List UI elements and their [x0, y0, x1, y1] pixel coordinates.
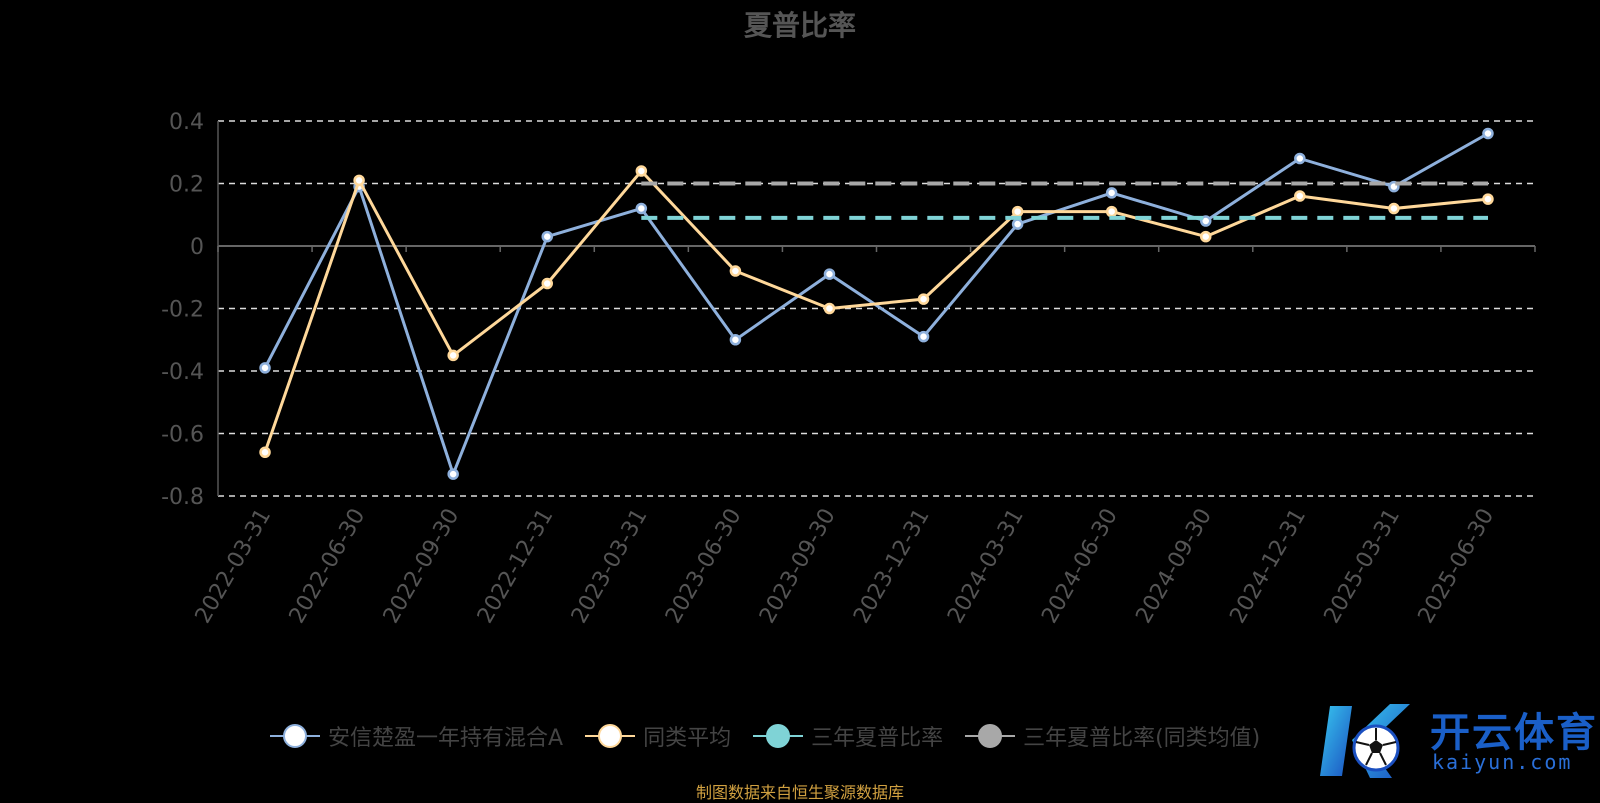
legend-item-three-year[interactable]: 三年夏普比率 — [753, 720, 943, 752]
legend-item-fund[interactable]: 安信楚盈一年持有混合A — [270, 720, 563, 752]
legend-swatch-peer-avg — [585, 723, 636, 749]
y-tick-label: -0.2 — [161, 298, 204, 323]
x-tick-label: 2024-03-31 — [943, 505, 1029, 628]
x-tick-label: 2023-12-31 — [849, 504, 935, 627]
grid-layer — [218, 120, 1535, 497]
series-layer — [259, 127, 1494, 480]
watermark-title: 开云体育 — [1430, 710, 1598, 756]
axis-layer — [217, 121, 1536, 496]
data-point — [1105, 187, 1118, 199]
data-point — [729, 265, 742, 277]
y-tick-label: 0.2 — [169, 173, 204, 198]
x-tick-label: 2023-06-30 — [661, 505, 747, 628]
data-point — [1011, 218, 1024, 230]
data-point — [259, 446, 271, 458]
x-tick-label: 2022-09-30 — [379, 505, 465, 628]
data-point — [635, 202, 648, 215]
watermark-logo: 开云体育 kaiyun.com — [1312, 698, 1596, 784]
x-tick-label: 2023-03-31 — [567, 505, 653, 628]
x-tick-label: 2025-06-30 — [1414, 505, 1500, 628]
legend-swatch-three-year-peer — [965, 723, 1016, 749]
watermark-subtitle: kaiyun.com — [1432, 750, 1573, 774]
data-point — [823, 302, 836, 315]
legend-label-fund: 安信楚盈一年持有混合A — [328, 726, 564, 751]
data-point — [823, 268, 836, 280]
data-point — [1294, 190, 1306, 202]
x-tick-label: 2022-12-31 — [473, 505, 559, 628]
data-point — [1388, 202, 1400, 215]
data-point — [1200, 215, 1212, 227]
data-point — [447, 349, 459, 362]
data-point — [1011, 205, 1024, 218]
data-point — [917, 293, 930, 305]
legend-swatch-fund — [270, 723, 320, 749]
source-note: 制图数据来自恒生聚源数据库 — [695, 783, 904, 802]
series-line-1 — [263, 169, 1489, 453]
x-tick-label: 2024-09-30 — [1131, 505, 1217, 628]
legend: 安信楚盈一年持有混合A 同类平均 三年夏普比率 三年夏普比率(同类均值) — [270, 718, 1282, 754]
y-tick-label: 0 — [190, 235, 204, 260]
x-tick-label: 2023-09-30 — [755, 505, 841, 628]
series-line-0 — [263, 132, 1489, 476]
y-tick-label: -0.4 — [161, 360, 204, 385]
data-point — [729, 334, 742, 346]
legend-swatch-three-year — [753, 723, 804, 749]
data-point — [259, 362, 271, 374]
data-point — [353, 174, 365, 187]
x-tick-label: 2024-12-31 — [1225, 505, 1311, 628]
data-point — [1105, 205, 1118, 218]
data-point — [1294, 152, 1306, 165]
data-point — [447, 468, 459, 480]
data-point — [917, 330, 930, 343]
x-tick-label: 2025-03-31 — [1320, 505, 1406, 628]
legend-item-peer-avg[interactable]: 同类平均 — [585, 720, 731, 752]
data-point — [541, 277, 553, 290]
y-tick-label: -0.6 — [161, 423, 204, 448]
x-tick-label: 2022-06-30 — [285, 505, 371, 628]
x-tick-label: 2022-03-31 — [191, 505, 277, 628]
soccer-ball-logo-icon — [1320, 704, 1410, 778]
data-point — [1482, 193, 1494, 205]
x-tick-label: 2024-06-30 — [1037, 505, 1123, 628]
data-point — [1200, 230, 1212, 243]
data-point — [635, 165, 648, 177]
data-point — [1482, 127, 1494, 140]
legend-label-peer-avg: 同类平均 — [643, 726, 732, 751]
legend-label-three-year: 三年夏普比率 — [811, 726, 944, 751]
chart-title: 夏普比率 — [743, 9, 856, 42]
y-tick-label: 0.4 — [169, 110, 204, 135]
legend-item-three-year-peer[interactable]: 三年夏普比率(同类均值) — [965, 720, 1260, 752]
legend-label-three-year-peer: 三年夏普比率(同类均值) — [1023, 726, 1261, 751]
data-point — [541, 230, 553, 243]
y-tick-label: -0.8 — [161, 485, 204, 510]
